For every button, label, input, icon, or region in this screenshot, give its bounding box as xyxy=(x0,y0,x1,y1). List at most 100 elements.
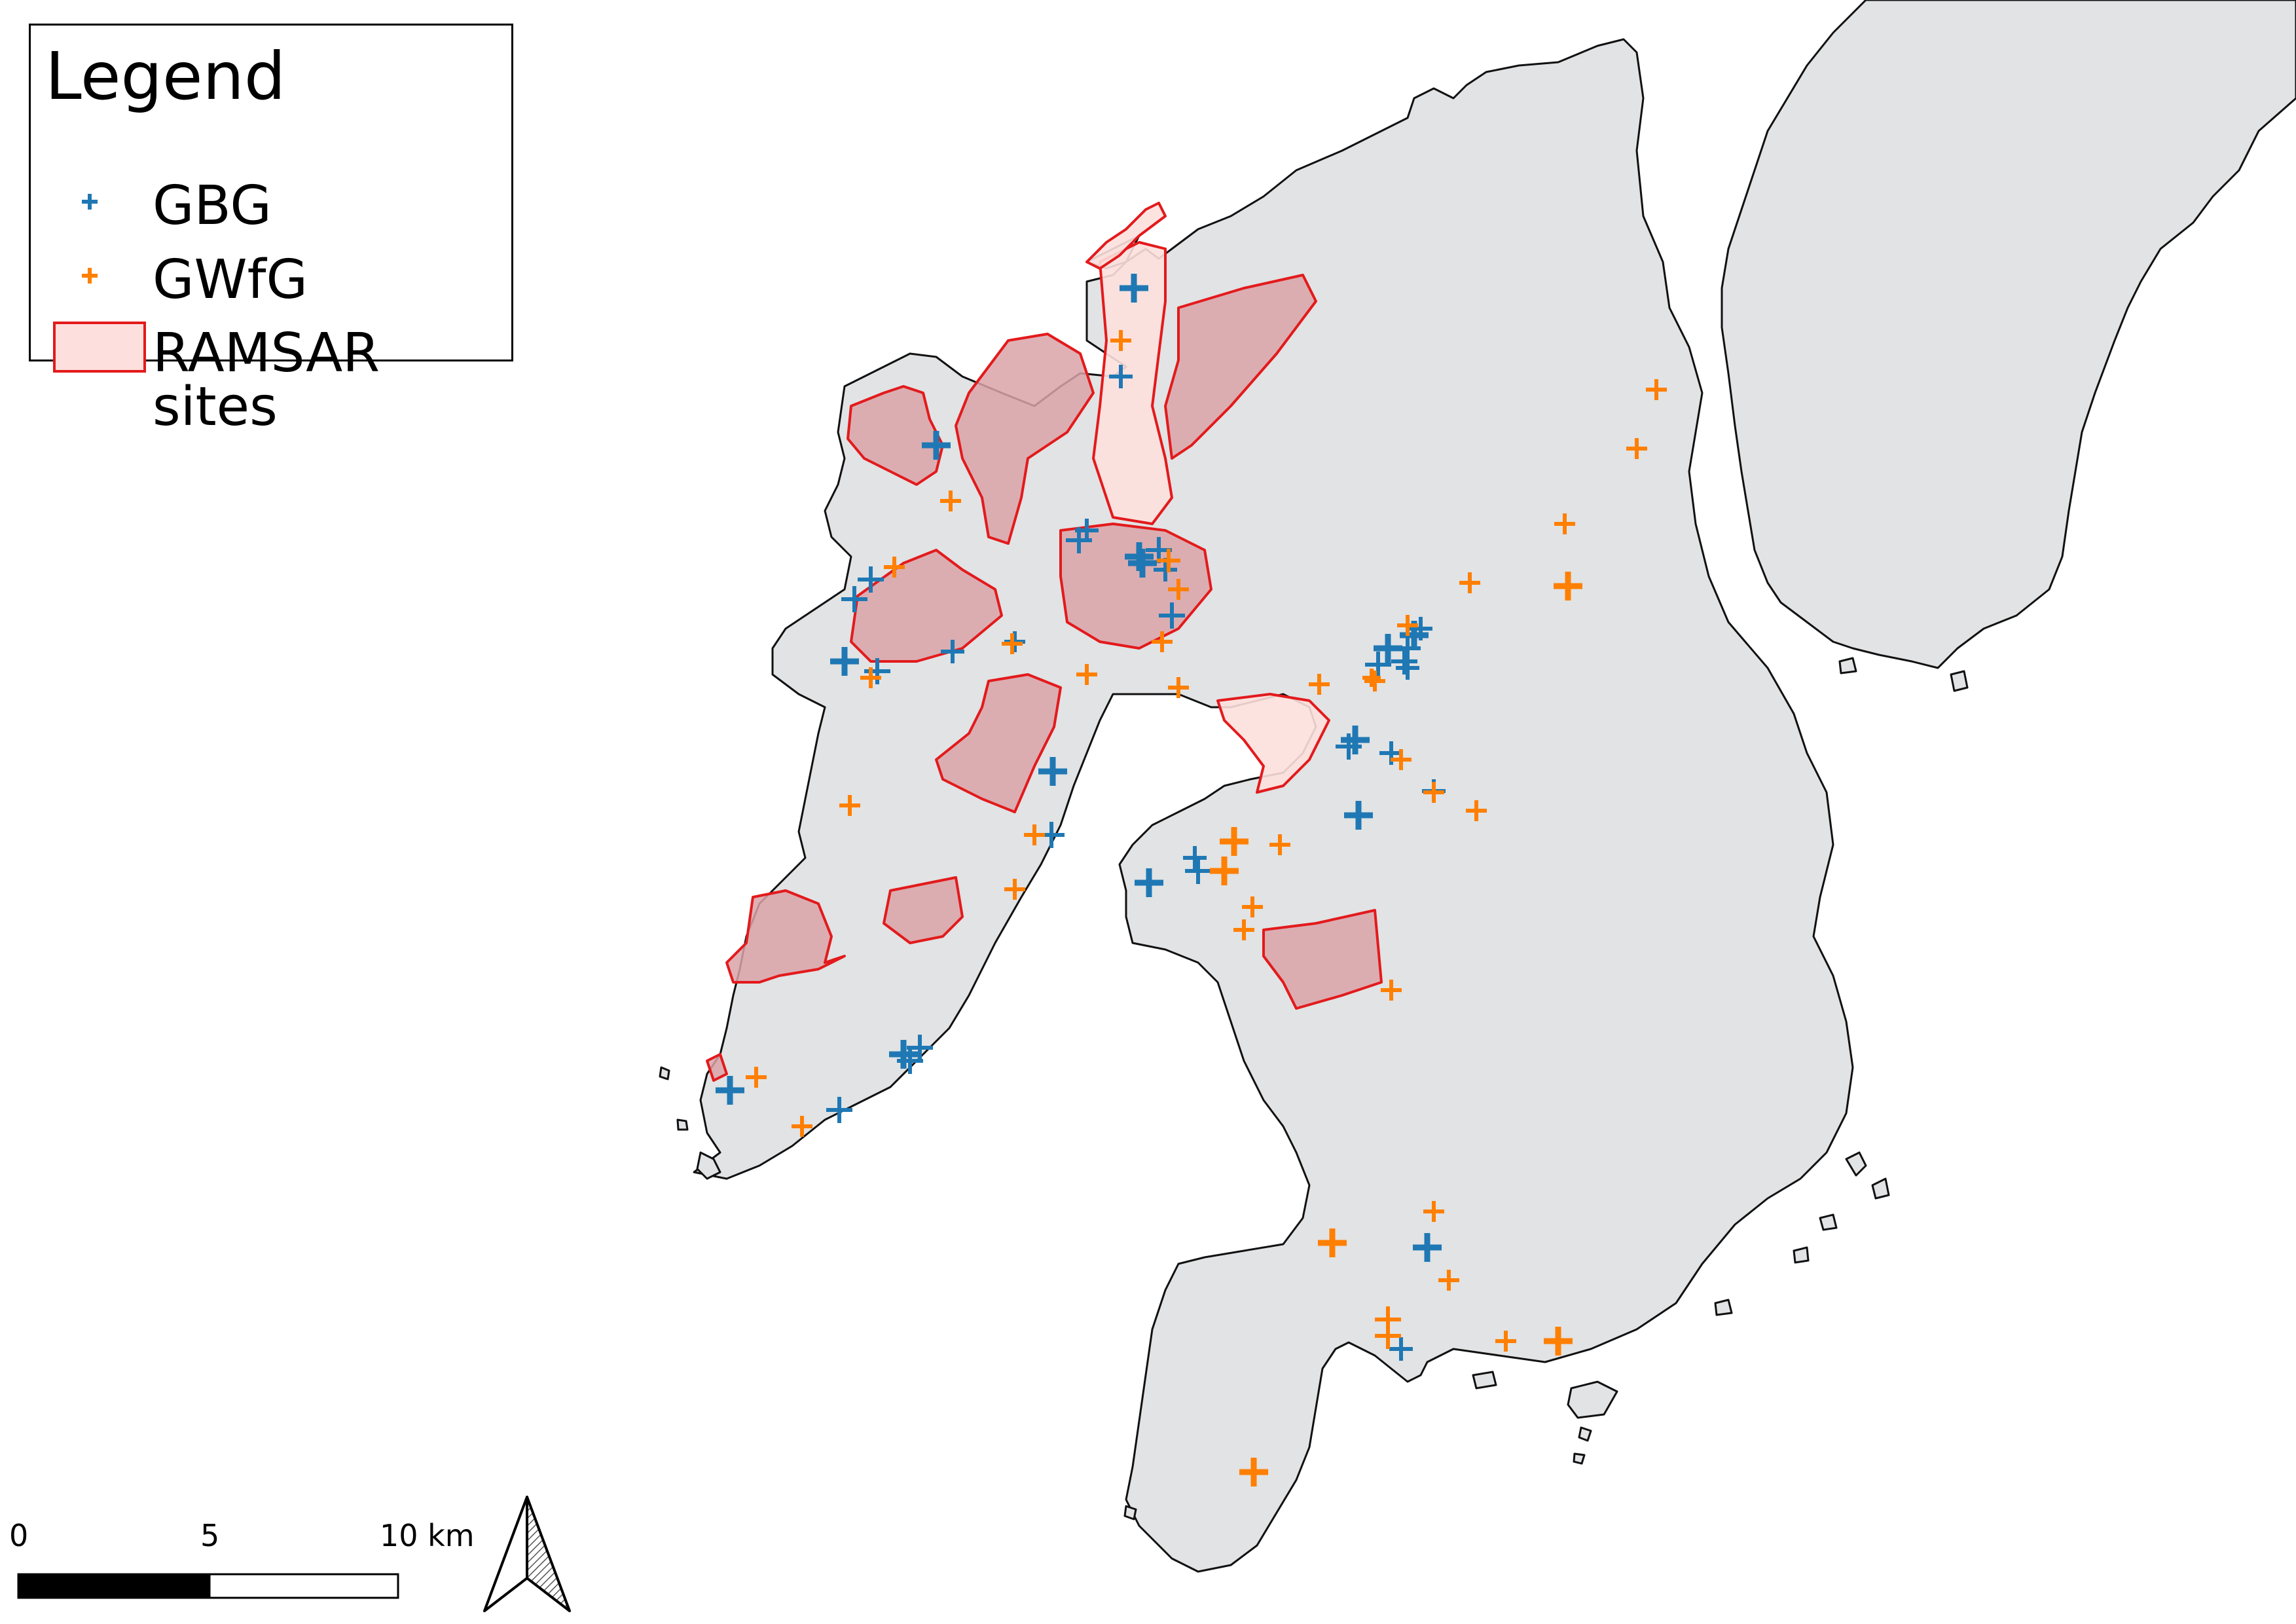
islet-east-1 xyxy=(1845,1151,1867,1177)
gwfg-marker xyxy=(839,795,860,816)
gwfg-marker xyxy=(1002,633,1023,654)
gwfg-marker xyxy=(1544,1327,1573,1356)
ramsar-site xyxy=(935,673,1062,813)
ramsar-site xyxy=(883,876,964,944)
gbg-marker xyxy=(716,1076,744,1105)
islet-east-5 xyxy=(1714,1299,1733,1316)
ramsar-sites xyxy=(706,202,1383,1082)
gwfg-marker xyxy=(1152,631,1173,652)
gbg-marker xyxy=(1183,846,1207,870)
gwfg-marker xyxy=(1459,572,1480,593)
gwfg-marker xyxy=(1210,857,1239,885)
gwfg-marker xyxy=(1076,664,1097,685)
gbg-marker xyxy=(1128,549,1157,578)
gbg-marker xyxy=(830,647,859,676)
gbg-marker xyxy=(1125,542,1154,571)
gbg-marker xyxy=(1391,648,1417,674)
islet-east-3 xyxy=(1819,1213,1838,1231)
gbg-marker xyxy=(889,1040,918,1069)
gwfg-marker xyxy=(1466,800,1487,821)
gwfg-marker xyxy=(1220,827,1248,856)
gwfg-marker xyxy=(1438,1270,1459,1291)
legend-item-gbg: GBG xyxy=(31,173,515,245)
gwfg-marker xyxy=(1242,896,1263,917)
gwfg-marker xyxy=(1554,513,1575,534)
gbg-marker xyxy=(941,640,964,663)
legend-label-gwfg: GWfG xyxy=(153,249,308,311)
scale-label-0: 0 xyxy=(9,1518,29,1553)
gwfg-marker xyxy=(860,667,881,688)
gbg-marker xyxy=(1159,602,1185,629)
legend-item-gwfg: GWfG xyxy=(31,247,515,319)
gwfg-marker xyxy=(1157,549,1180,572)
islet-se-1 xyxy=(1472,1371,1497,1390)
gbg-points xyxy=(716,274,1446,1361)
ramsar-site xyxy=(847,385,944,486)
islet-east-4 xyxy=(1793,1246,1810,1264)
ramsar-site xyxy=(706,1053,728,1082)
gwfg-marker xyxy=(884,557,905,578)
ramsar-site xyxy=(1092,241,1173,525)
gbg-marker xyxy=(1396,656,1419,680)
scale-bar-segment-light xyxy=(208,1573,399,1599)
gwfg-marker xyxy=(1626,438,1647,459)
legend-item-ramsar: RAMSAR sites xyxy=(31,320,515,434)
gwfg-marker xyxy=(1381,980,1402,1001)
legend: Legend GBG GWfG RAMSAR sites xyxy=(29,24,515,434)
gbg-marker xyxy=(864,658,890,684)
gwfg-marker xyxy=(1364,671,1385,692)
islet-south-1 xyxy=(1567,1380,1618,1419)
legend-label-ramsar: RAMSAR sites xyxy=(153,322,380,438)
east-islet-1 xyxy=(1950,670,1969,692)
gbg-plus-icon xyxy=(82,194,98,210)
gwfg-marker xyxy=(1554,572,1582,600)
gbg-marker xyxy=(1413,1233,1442,1262)
gwfg-marker xyxy=(1646,379,1667,400)
gbg-marker xyxy=(1365,652,1391,678)
gwfg-marker xyxy=(1239,1458,1268,1486)
gbg-marker xyxy=(1109,365,1133,388)
ramsar-site xyxy=(955,333,1095,545)
gwfg-marker xyxy=(746,1067,767,1088)
gbg-marker xyxy=(1409,617,1432,640)
gwfg-marker xyxy=(1397,615,1418,636)
gwfg-marker xyxy=(1362,669,1381,687)
gwfg-marker xyxy=(1495,1331,1516,1352)
east-island xyxy=(1721,0,2296,669)
gbg-marker xyxy=(826,1097,852,1123)
scale-bar-segment-dark xyxy=(17,1573,211,1599)
ramsar-site xyxy=(1216,693,1330,794)
islet-south-3 xyxy=(1573,1452,1586,1465)
gwfg-marker xyxy=(1004,879,1025,900)
gwfg-marker xyxy=(1309,674,1330,695)
north-arrow-icon xyxy=(483,1496,571,1612)
gwfg-marker xyxy=(1110,330,1131,351)
gwfg-marker xyxy=(1233,919,1254,940)
gbg-marker xyxy=(1336,733,1362,760)
gwfg-marker xyxy=(1168,677,1189,698)
gbg-marker xyxy=(1038,757,1067,786)
gbg-marker xyxy=(922,431,951,460)
scale-label-10km: 10 km xyxy=(380,1518,475,1553)
gwfg-marker xyxy=(792,1116,812,1137)
gwfg-marker xyxy=(1423,782,1444,803)
gwfg-marker xyxy=(1269,834,1290,855)
gbg-marker xyxy=(1341,726,1370,754)
gwfg-marker xyxy=(1375,1323,1401,1349)
gbg-marker xyxy=(1344,801,1373,830)
gbg-marker xyxy=(1135,868,1163,897)
islet-south-2 xyxy=(1578,1426,1592,1442)
gbg-marker xyxy=(858,566,884,593)
gwfg-plus-icon xyxy=(82,268,98,284)
gbg-marker xyxy=(1185,858,1211,884)
east-islet-2 xyxy=(1838,657,1857,674)
islet-sw-3 xyxy=(659,1066,670,1080)
ramsar-site xyxy=(1085,202,1167,270)
legend-title: Legend xyxy=(45,38,286,115)
gbg-marker xyxy=(1075,519,1099,542)
gwfg-marker xyxy=(940,490,961,511)
islet-east-2 xyxy=(1871,1177,1890,1200)
gbg-marker xyxy=(1120,274,1148,303)
legend-label-gbg: GBG xyxy=(153,175,272,237)
